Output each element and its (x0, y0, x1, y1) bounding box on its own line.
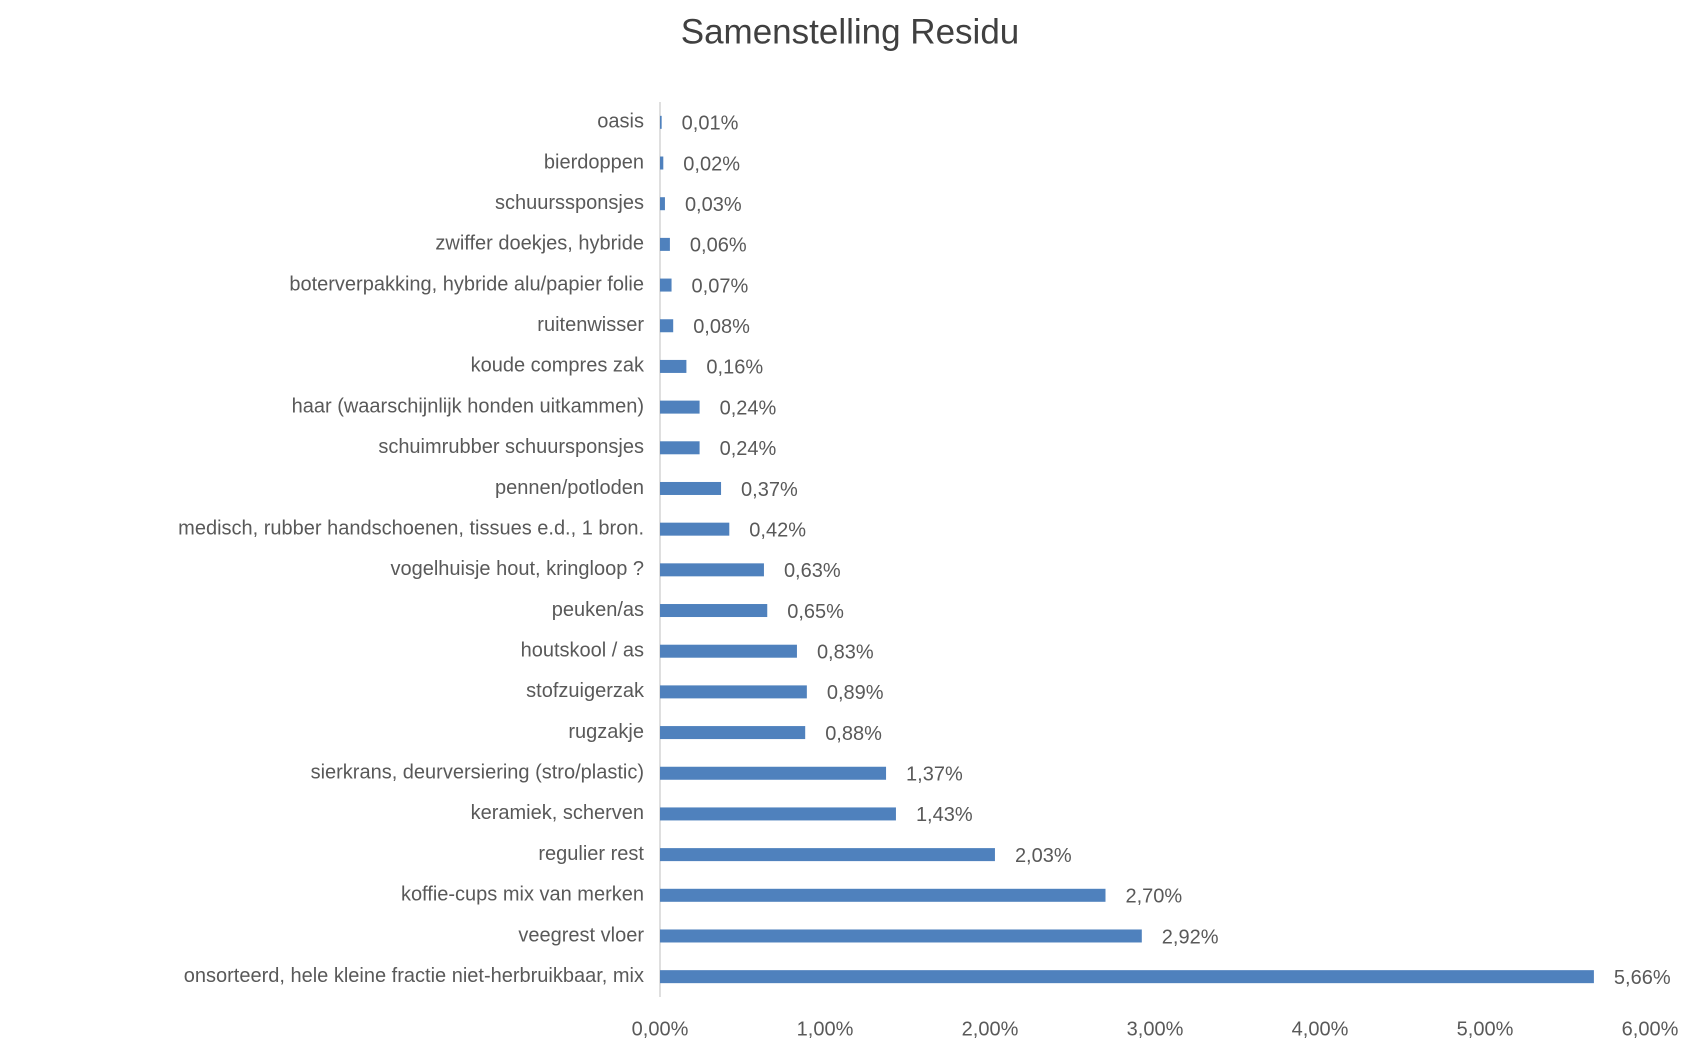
bar (660, 929, 1142, 943)
bar (660, 115, 662, 129)
data-label: 0,24% (720, 438, 777, 460)
bar (660, 644, 797, 658)
y-tick-label: rugzakje (568, 721, 644, 743)
data-label: 0,65% (787, 601, 844, 623)
bar (660, 522, 730, 536)
y-tick-label: boterverpakking, hybride alu/papier foli… (289, 273, 644, 295)
data-label: 0,03% (685, 194, 742, 216)
bar (660, 197, 665, 211)
data-label: 0,06% (690, 235, 747, 257)
data-label: 0,16% (706, 357, 763, 379)
data-label: 2,03% (1015, 845, 1072, 867)
y-tick-label: sierkrans, deurversiering (stro/plastic) (311, 762, 644, 784)
y-tick-label: houtskool / as (521, 639, 644, 661)
data-label: 2,70% (1126, 886, 1183, 908)
y-tick-label: medisch, rubber handschoenen, tissues e.… (178, 517, 644, 539)
data-label: 0,24% (720, 397, 777, 419)
bar (660, 726, 806, 740)
x-tick-label: 4,00% (1292, 1018, 1349, 1040)
y-tick-label: schuimrubber schuursponsjes (378, 436, 644, 458)
bar (660, 319, 674, 333)
bar (660, 685, 807, 699)
data-label: 0,02% (683, 153, 740, 175)
data-label: 0,07% (692, 275, 749, 297)
y-tick-label: peuken/as (552, 599, 644, 621)
x-tick-label: 1,00% (797, 1018, 854, 1040)
y-tick-label: regulier rest (538, 843, 644, 865)
bar (660, 563, 764, 577)
bar (660, 441, 700, 455)
x-tick-label: 3,00% (1127, 1018, 1184, 1040)
bar (660, 848, 995, 862)
data-label: 1,37% (906, 764, 963, 786)
bar (660, 278, 672, 292)
x-tick-label: 2,00% (962, 1018, 1019, 1040)
y-tick-label: haar (waarschijnlijk honden uitkammen) (292, 395, 644, 417)
y-tick-label: bierdoppen (544, 151, 644, 173)
chart-title: Samenstelling Residu (681, 12, 1020, 51)
data-label: 0,63% (784, 560, 841, 582)
data-label: 0,08% (693, 316, 750, 338)
y-tick-label: schuurssponsjes (495, 192, 644, 214)
bar (660, 604, 768, 618)
x-tick-label: 6,00% (1622, 1018, 1679, 1040)
y-tick-label: ruitenwisser (537, 314, 644, 336)
data-label: 0,37% (741, 479, 798, 501)
data-label: 0,83% (817, 641, 874, 663)
y-tick-label: oasis (597, 111, 644, 133)
x-tick-label: 5,00% (1457, 1018, 1514, 1040)
y-tick-label: pennen/potloden (495, 477, 644, 499)
y-tick-label: keramiek, scherven (471, 802, 644, 824)
bar (660, 156, 664, 170)
y-tick-label: onsorteerd, hele kleine fractie niet-her… (184, 965, 644, 987)
bar (660, 888, 1106, 902)
bar (660, 400, 700, 414)
y-tick-label: stofzuigerzak (526, 680, 645, 702)
y-tick-label: veegrest vloer (518, 924, 644, 946)
y-tick-label: koude compres zak (471, 355, 645, 377)
x-tick-label: 0,00% (632, 1018, 689, 1040)
data-label: 0,88% (825, 723, 882, 745)
bar (660, 237, 670, 251)
data-label: 1,43% (916, 804, 973, 826)
y-tick-label: koffie-cups mix van merken (401, 884, 644, 906)
y-tick-label: zwiffer doekjes, hybride (435, 233, 644, 255)
data-label: 0,42% (749, 519, 806, 541)
bar (660, 970, 1594, 984)
data-label: 0,01% (682, 113, 739, 135)
data-label: 2,92% (1162, 926, 1219, 948)
bar (660, 359, 687, 373)
data-label: 5,66% (1614, 967, 1671, 989)
data-label: 0,89% (827, 682, 884, 704)
bar (660, 481, 722, 495)
bar (660, 766, 887, 780)
bar (660, 807, 896, 821)
y-tick-label: vogelhuisje hout, kringloop ? (390, 558, 644, 580)
